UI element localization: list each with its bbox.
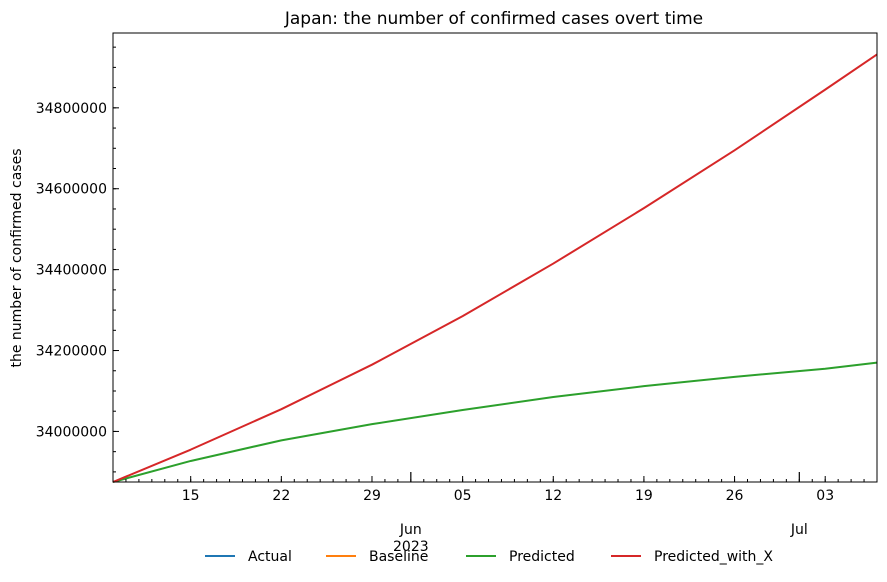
x-tick-label: 22 <box>272 488 290 504</box>
x-tick-label: 15 <box>182 488 200 504</box>
legend-label: Predicted_with_X <box>654 549 773 565</box>
x-month-label: Jul <box>790 522 808 538</box>
y-axis-title: the number of confirmed cases <box>9 149 25 368</box>
legend-label: Baseline <box>369 549 428 565</box>
x-tick-label: 29 <box>363 488 381 504</box>
y-tick-label: 34000000 <box>36 424 107 440</box>
y-tick-label: 34800000 <box>36 101 107 117</box>
y-tick-label: 34600000 <box>36 182 107 198</box>
chart-title: Japan: the number of confirmed cases ove… <box>284 9 703 29</box>
plot-frame <box>112 32 878 483</box>
legend-label: Predicted <box>509 549 575 565</box>
series-line-predicted-with-x <box>112 53 878 483</box>
y-axis-ticks: 34000000 34200000 34400000 34600000 34800000 <box>36 46 119 473</box>
y-tick-label: 34400000 <box>36 263 107 279</box>
series-line-predicted <box>112 361 878 483</box>
x-month-label: Jun <box>399 522 422 538</box>
x-year-label: 2023 <box>393 539 429 555</box>
x-tick-label: 19 <box>635 488 653 504</box>
legend: Actual Baseline Predicted Predicted_with_X <box>205 549 773 565</box>
y-tick-label: 34200000 <box>36 344 107 360</box>
x-tick-label: 12 <box>544 488 562 504</box>
legend-label: Actual <box>248 549 292 565</box>
x-tick-label: 05 <box>454 488 472 504</box>
x-tick-label: 03 <box>816 488 834 504</box>
x-tick-label: 26 <box>726 488 744 504</box>
series-layer <box>112 53 878 483</box>
